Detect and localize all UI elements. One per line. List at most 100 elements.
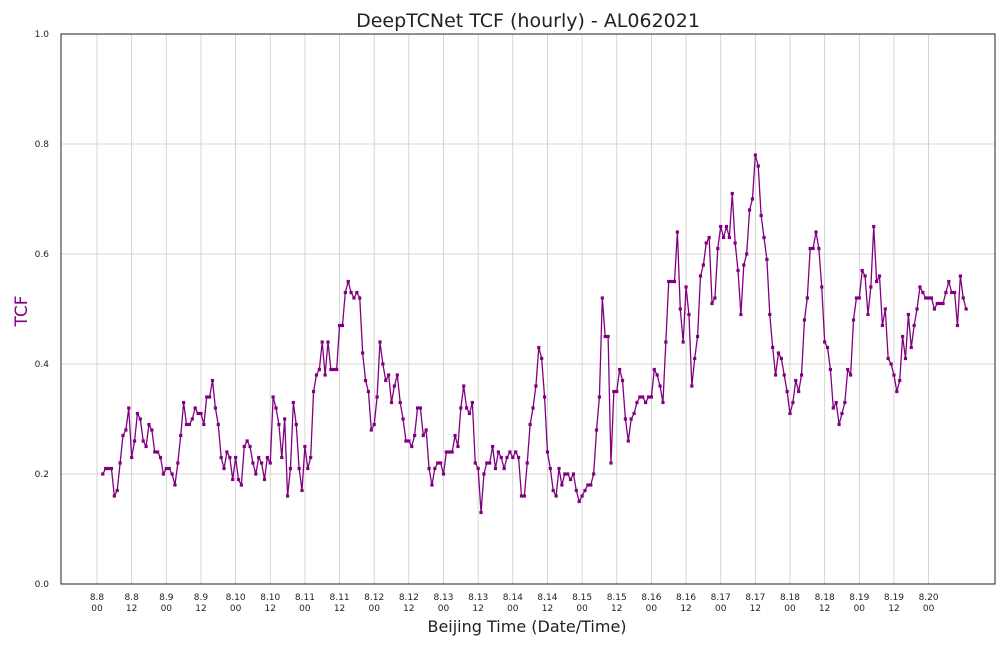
data-point — [583, 489, 586, 492]
data-point — [962, 296, 965, 299]
data-point — [185, 423, 188, 426]
data-point — [892, 373, 895, 376]
data-point — [338, 324, 341, 327]
data-point — [176, 461, 179, 464]
x-tick-date-label: 8.11 — [295, 593, 315, 603]
data-point — [644, 401, 647, 404]
x-tick-date-label: 8.10 — [226, 593, 246, 603]
data-point — [367, 390, 370, 393]
data-point — [901, 335, 904, 338]
data-point — [708, 236, 711, 239]
data-point — [947, 280, 950, 283]
data-point — [884, 307, 887, 310]
data-point — [416, 406, 419, 409]
data-point — [399, 401, 402, 404]
data-point — [823, 340, 826, 343]
data-point — [814, 230, 817, 233]
x-tick-time-label: 00 — [576, 604, 588, 614]
y-tick-label: 0.6 — [35, 250, 50, 260]
data-point — [393, 384, 396, 387]
data-point — [939, 302, 942, 305]
data-point — [936, 302, 939, 305]
data-point — [272, 395, 275, 398]
data-point — [277, 423, 280, 426]
data-point — [381, 362, 384, 365]
data-point — [592, 472, 595, 475]
data-point — [768, 313, 771, 316]
data-point — [910, 346, 913, 349]
data-point — [292, 401, 295, 404]
data-point — [451, 450, 454, 453]
data-point — [364, 379, 367, 382]
data-point — [182, 401, 185, 404]
data-point — [612, 390, 615, 393]
x-tick-date-label: 8.15 — [607, 593, 627, 603]
data-point — [101, 472, 104, 475]
data-point — [260, 461, 263, 464]
data-point — [693, 357, 696, 360]
data-point — [303, 445, 306, 448]
data-point — [234, 456, 237, 459]
data-point — [684, 285, 687, 288]
data-point — [817, 247, 820, 250]
data-point — [159, 456, 162, 459]
x-tick-time-label: 00 — [299, 604, 311, 614]
data-point — [248, 445, 251, 448]
x-tick-date-label: 8.10 — [260, 593, 280, 603]
data-point — [913, 324, 916, 327]
data-point — [396, 373, 399, 376]
data-point — [520, 494, 523, 497]
data-point — [887, 357, 890, 360]
data-point — [361, 351, 364, 354]
data-point — [543, 395, 546, 398]
data-point — [560, 483, 563, 486]
data-point — [511, 456, 514, 459]
data-point — [194, 406, 197, 409]
data-point — [719, 225, 722, 228]
x-tick-date-label: 8.15 — [572, 593, 592, 603]
x-tick-date-label: 8.8 — [90, 593, 105, 603]
data-point — [702, 263, 705, 266]
data-point — [575, 489, 578, 492]
data-point — [895, 390, 898, 393]
data-point — [191, 417, 194, 420]
data-point — [390, 401, 393, 404]
data-point — [526, 461, 529, 464]
data-point — [762, 236, 765, 239]
x-tick-time-label: 00 — [646, 604, 658, 614]
data-point — [751, 197, 754, 200]
data-point — [621, 379, 624, 382]
data-point — [300, 489, 303, 492]
data-point — [425, 428, 428, 431]
data-point — [387, 373, 390, 376]
x-tick-date-label: 8.18 — [780, 593, 800, 603]
data-point — [329, 368, 332, 371]
data-point — [139, 417, 142, 420]
data-point — [531, 406, 534, 409]
data-point — [658, 384, 661, 387]
data-point — [713, 296, 716, 299]
x-tick-date-label: 8.11 — [330, 593, 350, 603]
data-point — [503, 467, 506, 470]
data-point — [355, 291, 358, 294]
data-point — [601, 296, 604, 299]
data-point — [852, 318, 855, 321]
x-tick-time-label: 12 — [126, 604, 137, 614]
data-point — [208, 395, 211, 398]
data-point — [225, 450, 228, 453]
data-point — [837, 423, 840, 426]
data-point — [471, 401, 474, 404]
data-point — [549, 467, 552, 470]
data-point — [930, 296, 933, 299]
data-point — [630, 417, 633, 420]
data-point — [734, 241, 737, 244]
x-tick-date-label: 8.14 — [537, 593, 557, 603]
data-point — [289, 467, 292, 470]
data-point — [572, 472, 575, 475]
data-point — [774, 373, 777, 376]
data-point — [205, 395, 208, 398]
data-point — [606, 335, 609, 338]
data-point — [687, 313, 690, 316]
x-axis-label: Beijing Time (Date/Time) — [427, 617, 626, 636]
